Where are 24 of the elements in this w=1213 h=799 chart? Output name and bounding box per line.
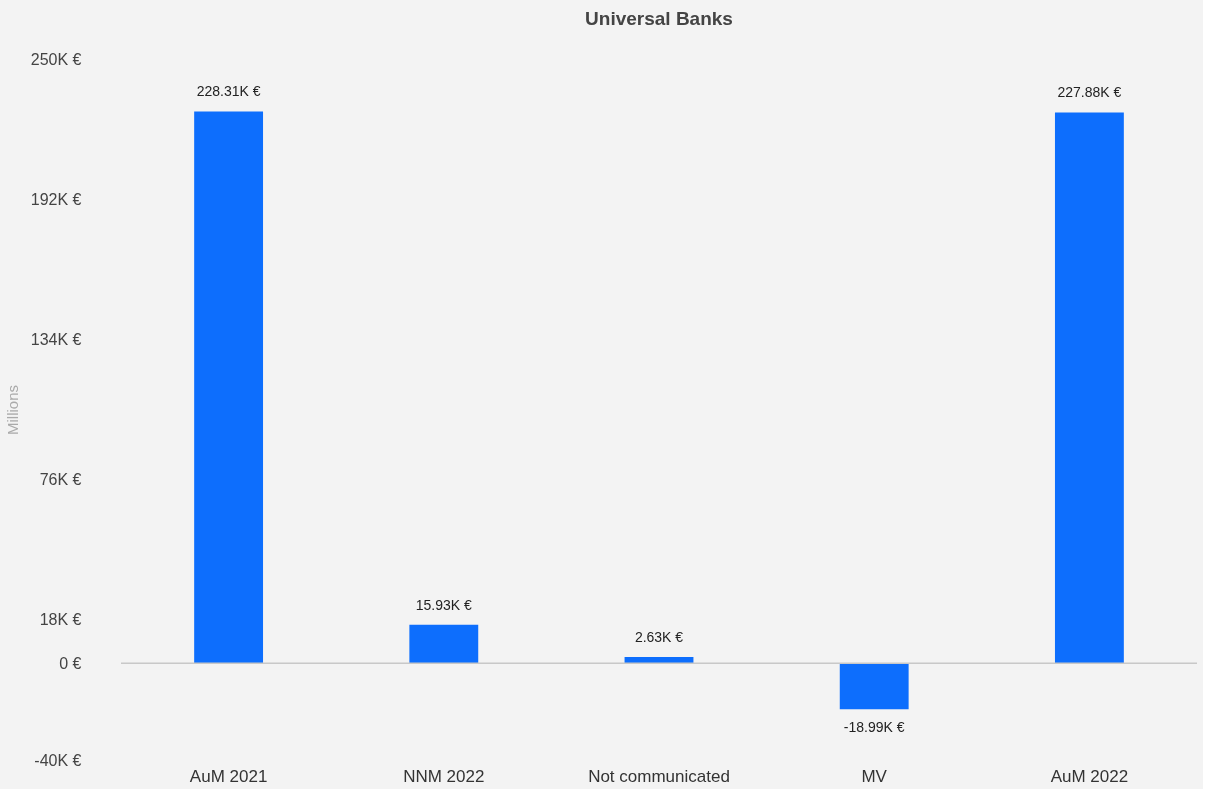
- bar: [624, 656, 694, 664]
- y-tick-label: 192K €: [30, 190, 82, 208]
- y-tick-label: 18K €: [39, 611, 82, 629]
- data-label: 227.88K €: [1057, 84, 1122, 101]
- bar: [194, 111, 264, 664]
- data-label: 2.63K €: [634, 628, 684, 645]
- y-tick-label: 0 €: [59, 654, 82, 672]
- chart-title: Universal Banks: [585, 8, 733, 29]
- x-tick-label: Not communicated: [588, 766, 730, 786]
- y-tick-label: -40K €: [34, 751, 82, 769]
- bar: [839, 663, 909, 710]
- bar: [409, 624, 479, 664]
- y-tick-label: 250K €: [30, 50, 82, 68]
- y-axis-title: Millions: [3, 384, 21, 436]
- x-tick-label: NNM 2022: [403, 766, 485, 786]
- x-tick-label: AuM 2021: [189, 766, 268, 786]
- x-tick-label: MV: [861, 766, 888, 786]
- data-label: 15.93K €: [415, 596, 473, 613]
- bar: [1054, 112, 1124, 664]
- y-tick-label: 134K €: [30, 330, 82, 348]
- y-tick-label: 76K €: [39, 471, 82, 489]
- x-tick-label: AuM 2022: [1050, 766, 1129, 786]
- data-label: 228.31K €: [196, 83, 261, 100]
- data-label: -18.99K €: [843, 719, 905, 736]
